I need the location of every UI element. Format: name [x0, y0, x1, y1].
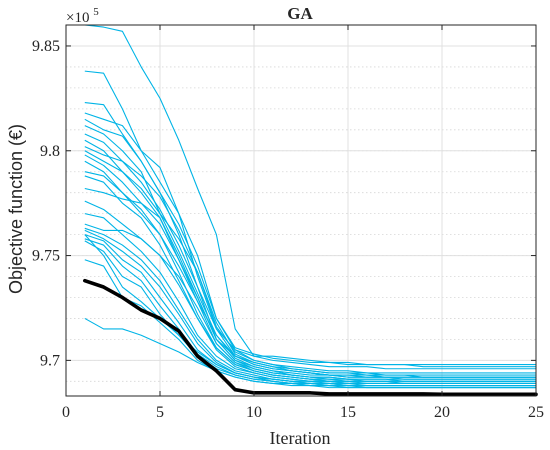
run-series-line-26	[84, 317, 536, 387]
run-series-line-4	[84, 112, 536, 370]
x-axis-label: Iteration	[270, 428, 331, 448]
x-tick-label: 20	[434, 404, 450, 421]
chart-title: GA	[287, 4, 313, 23]
best-series-line	[83, 278, 538, 397]
run-series-group	[84, 24, 536, 389]
x-tick-label: 25	[528, 404, 544, 421]
run-series-line-15	[84, 187, 536, 378]
y-tick-label: 9.75	[32, 248, 60, 265]
run-series-line-5	[84, 118, 536, 366]
run-series-line-9	[84, 146, 536, 374]
x-tick-label: 15	[340, 404, 356, 421]
plot-frame	[65, 24, 537, 397]
ticks: 0 5 10 15 20 25 9.7 9.75 9.8 9.85	[32, 25, 544, 421]
y-tick-label: 9.8	[40, 143, 60, 160]
run-series-line-1	[84, 24, 536, 368]
y-tick-label: 9.7	[40, 352, 60, 369]
exponent-base: ×10	[66, 10, 89, 26]
exponent-power: 5	[93, 6, 99, 18]
y-axis-label: Objective function (€)	[6, 124, 26, 294]
x-tick-label: 0	[62, 404, 70, 421]
best-series-group	[83, 278, 538, 397]
x-tick-label: 5	[156, 404, 164, 421]
run-series-line-18	[84, 223, 536, 380]
x-tick-label: 10	[246, 404, 262, 421]
y-tick-label: 9.85	[32, 38, 60, 55]
y-axis-exponent: ×10 5	[66, 6, 99, 26]
